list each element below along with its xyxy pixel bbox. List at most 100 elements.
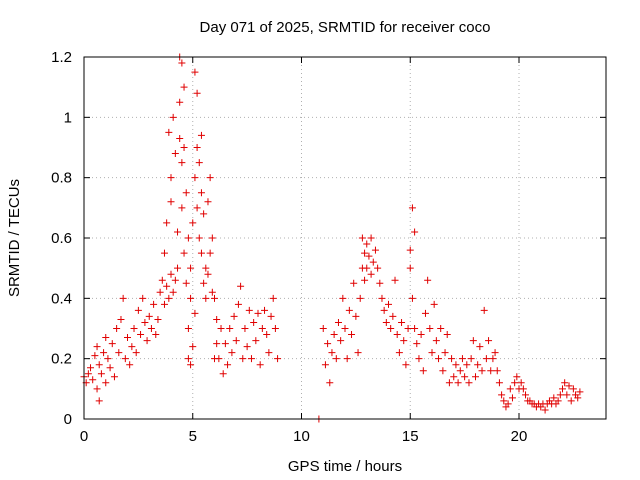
- data-point: [102, 379, 110, 387]
- data-point: [463, 361, 471, 369]
- data-point: [252, 337, 260, 345]
- data-point: [393, 331, 401, 339]
- data-point: [178, 204, 186, 212]
- x-tick-label: 20: [511, 428, 528, 445]
- data-point: [435, 355, 443, 363]
- data-point: [350, 279, 358, 287]
- data-point: [102, 334, 110, 342]
- data-point: [219, 370, 227, 378]
- data-point: [167, 270, 175, 278]
- data-point: [239, 355, 247, 363]
- data-point: [193, 144, 201, 151]
- data-point: [493, 367, 501, 375]
- data-point: [187, 361, 195, 369]
- data-point: [191, 68, 199, 76]
- data-point: [345, 306, 353, 314]
- data-point: [448, 355, 456, 363]
- data-point: [84, 370, 92, 378]
- data-point: [432, 337, 440, 345]
- data-point: [330, 331, 338, 339]
- data-point: [104, 355, 112, 363]
- data-point: [454, 379, 462, 387]
- data-point: [574, 394, 582, 402]
- data-point: [150, 300, 158, 308]
- data-point: [319, 325, 327, 332]
- y-tick-label: 0.2: [51, 351, 72, 368]
- y-tick-label: 1: [64, 109, 72, 126]
- data-point: [184, 355, 192, 363]
- data-point: [517, 379, 525, 387]
- data-point: [408, 204, 416, 212]
- x-axis-label: GPS time / hours: [288, 458, 402, 475]
- data-point: [380, 306, 388, 314]
- data-point: [363, 264, 371, 272]
- data-point: [87, 364, 95, 372]
- data-point: [180, 83, 188, 91]
- data-point: [108, 340, 116, 348]
- data-point: [213, 340, 221, 348]
- data-point: [391, 276, 399, 284]
- data-point: [419, 367, 427, 375]
- data-point: [254, 309, 262, 317]
- data-point: [191, 174, 199, 182]
- data-point: [404, 325, 412, 332]
- data-point: [143, 337, 151, 345]
- x-tick-label: 10: [293, 428, 310, 445]
- data-point: [169, 288, 177, 296]
- data-point: [513, 373, 521, 381]
- y-tick-label: 0.6: [51, 230, 72, 247]
- data-point: [348, 331, 356, 339]
- data-point: [378, 294, 386, 302]
- data-point: [376, 279, 384, 287]
- data-point: [163, 219, 171, 227]
- data-point: [189, 219, 197, 227]
- data-point: [145, 312, 153, 320]
- data-point: [169, 113, 177, 121]
- data-point: [324, 340, 332, 348]
- data-point: [200, 279, 208, 287]
- data-point: [165, 128, 173, 136]
- data-point: [343, 355, 351, 363]
- data-point: [569, 385, 577, 393]
- data-point: [134, 306, 142, 314]
- data-point: [121, 355, 129, 363]
- data-point: [167, 174, 175, 182]
- y-tick-label: 0.8: [51, 170, 72, 187]
- data-point: [354, 349, 362, 357]
- data-point: [176, 98, 184, 106]
- data-point: [445, 379, 453, 387]
- data-point: [224, 361, 232, 369]
- data-point: [365, 252, 373, 260]
- data-point: [237, 282, 245, 290]
- data-point: [489, 355, 497, 363]
- data-point: [411, 325, 419, 332]
- data-point: [178, 159, 186, 167]
- data-point: [178, 59, 186, 67]
- data-point: [352, 312, 360, 320]
- data-point: [130, 325, 138, 332]
- data-point: [197, 131, 205, 139]
- data-point: [426, 325, 434, 332]
- data-point: [171, 276, 179, 284]
- data-point: [245, 306, 253, 314]
- data-point: [211, 294, 218, 302]
- data-point: [200, 210, 208, 218]
- data-point: [263, 331, 271, 339]
- x-tick-label: 5: [189, 428, 197, 445]
- x-tick-label: 0: [80, 428, 88, 445]
- data-point: [367, 234, 375, 242]
- data-point: [522, 391, 530, 399]
- x-tick-label: 15: [402, 428, 419, 445]
- data-point: [498, 391, 506, 399]
- data-point: [197, 189, 205, 197]
- data-point: [110, 373, 118, 381]
- data-point: [95, 361, 103, 369]
- chart-title: Day 071 of 2025, SRMTID for receiver coc…: [200, 19, 491, 36]
- data-point: [511, 379, 519, 387]
- data-point: [128, 343, 136, 351]
- data-point: [208, 288, 216, 296]
- data-point: [367, 270, 375, 278]
- data-point: [371, 246, 379, 254]
- data-point: [163, 282, 171, 290]
